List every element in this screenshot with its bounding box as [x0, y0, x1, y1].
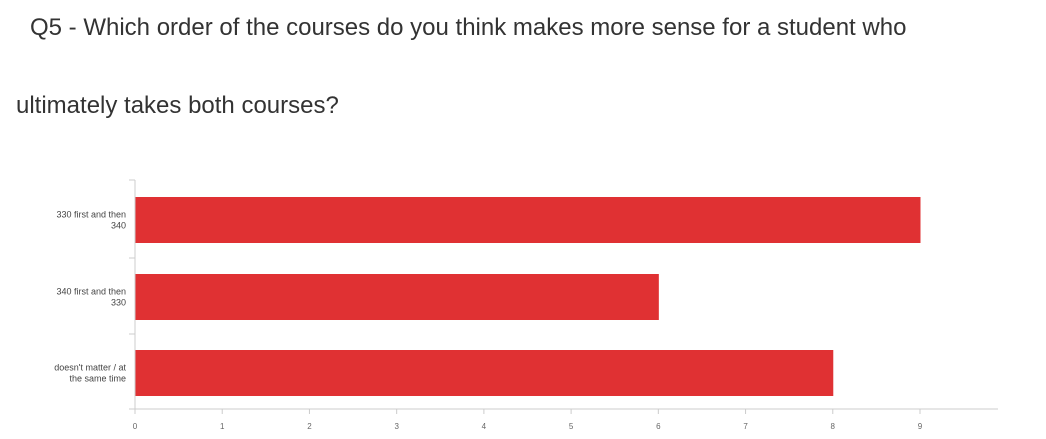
x-tick-label-3: 3 [394, 422, 399, 431]
x-tick-label-6: 6 [656, 422, 661, 431]
x-tick-label-7: 7 [743, 422, 748, 431]
x-tick-label-0: 0 [133, 422, 138, 431]
bar-2 [135, 350, 834, 396]
category-label-2-0: doesn't matter / at [54, 363, 126, 373]
x-tick-label-2: 2 [307, 422, 312, 431]
x-tick-label-5: 5 [569, 422, 574, 431]
x-tick-label-9: 9 [918, 422, 923, 431]
bar-1 [135, 274, 659, 320]
x-tick-label-1: 1 [220, 422, 225, 431]
category-label-1-1: 330 [111, 298, 126, 308]
bar-0 [135, 197, 921, 243]
category-label-1-0: 340 first and then [56, 287, 126, 297]
category-label-0-0: 330 first and then [56, 210, 126, 220]
category-label-0-1: 340 [111, 221, 126, 231]
x-tick-label-4: 4 [482, 422, 487, 431]
category-label-2-1: the same time [69, 374, 126, 384]
x-tick-label-8: 8 [831, 422, 836, 431]
question-title-line-1: Q5 - Which order of the courses do you t… [30, 14, 907, 41]
question-title-line-2: ultimately takes both courses? [16, 92, 339, 119]
